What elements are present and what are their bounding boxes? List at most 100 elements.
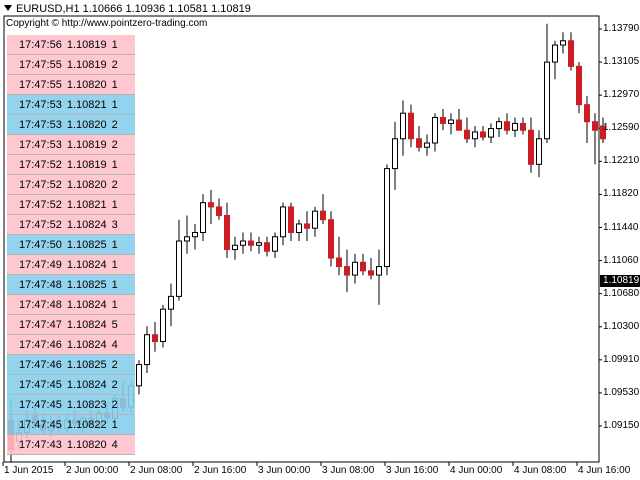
tick-tape-row: 17:47:55 1.10820 1: [7, 75, 135, 95]
bear-candle: [416, 138, 422, 148]
bear-candle: [576, 65, 582, 106]
time-tick-label: 2 Jun 16:00: [194, 465, 247, 476]
tick-vol: 2: [111, 59, 118, 71]
tick-vol: 3: [111, 219, 118, 231]
bear-candle: [592, 121, 598, 131]
bear-candle: [288, 206, 294, 233]
bull-candle: [280, 206, 286, 238]
bull-candle: [272, 236, 278, 252]
bear-candle: [464, 129, 470, 140]
price-tick-label: 1.12970: [603, 89, 640, 101]
time-tick-label: 1 Jun 2015: [4, 465, 54, 476]
tick-tape-row: 17:47:55 1.10819 2: [7, 55, 135, 75]
current-price-label: 1.10819: [600, 275, 640, 287]
tick-price: 1.10820: [66, 439, 107, 451]
tick-vol: 4: [111, 339, 118, 351]
time-tick-label: 2 Jun 08:00: [130, 465, 183, 476]
tick-vol: 2: [111, 379, 118, 391]
tick-tape-row: 17:47:49 1.10824 1: [7, 255, 135, 275]
bull-candle: [376, 266, 382, 276]
bear-candle: [368, 270, 374, 276]
tick-price: 1.10820: [66, 79, 107, 91]
tick-price: 1.10820: [66, 119, 107, 131]
tick-price: 1.10823: [66, 399, 107, 411]
tick-tape-row: 17:47:50 1.10825 1: [7, 235, 135, 255]
tick-tape-row: 17:47:46 1.10825 2: [7, 355, 135, 375]
price-tick-label: 1.13790: [603, 23, 640, 34]
chart-title: EURUSD,H1 1.10666 1.10936 1.10581 1.1081…: [16, 3, 251, 15]
tick-vol: 1: [111, 279, 118, 291]
tick-time: 17:47:47: [19, 319, 62, 331]
bull-candle: [536, 138, 542, 165]
tick-tape-row: 17:47:45 1.10823 2: [7, 395, 135, 415]
tick-time: 17:47:48: [19, 299, 62, 311]
price-tick-label: 1.09530: [603, 386, 640, 398]
bull-candle: [384, 168, 390, 268]
bear-candle: [504, 121, 510, 131]
bear-candle: [408, 112, 414, 140]
tick-time: 17:47:53: [19, 99, 62, 111]
tick-time: 17:47:48: [19, 279, 62, 291]
chart-header: EURUSD,H1 1.10666 1.10936 1.10581 1.1081…: [4, 3, 251, 15]
tick-price: 1.10821: [66, 199, 107, 211]
bull-candle: [240, 240, 246, 246]
tick-time: 17:47:43: [19, 439, 62, 451]
tick-price: 1.10824: [66, 339, 107, 351]
tick-vol: 1: [111, 199, 118, 211]
time-tick-label: 3 Jun 08:00: [322, 465, 375, 476]
tick-vol: 1: [111, 79, 118, 91]
tick-price: 1.10824: [66, 319, 107, 331]
bear-candle: [304, 223, 310, 229]
bull-candle: [168, 295, 174, 310]
bull-candle: [312, 210, 318, 229]
bear-candle: [480, 131, 486, 138]
chevron-down-icon[interactable]: [4, 5, 12, 11]
price-tick-label: 1.09150: [603, 420, 640, 431]
time-tick-label: 4 Jun 16:00: [578, 465, 631, 476]
bull-candle: [256, 242, 262, 246]
tick-price: 1.10819: [66, 39, 107, 51]
tick-time: 17:47:52: [19, 199, 62, 211]
bear-candle: [320, 210, 326, 221]
bull-candle: [296, 223, 302, 233]
bull-candle: [184, 236, 190, 242]
bull-candle: [488, 128, 494, 138]
bull-candle: [392, 138, 398, 170]
bear-candle: [224, 214, 230, 251]
tick-tape-row: 17:47:52 1.10820 2: [7, 175, 135, 195]
bear-candle: [344, 266, 350, 276]
bear-candle: [152, 334, 158, 343]
tick-time: 17:47:52: [19, 159, 62, 171]
tick-vol: 2: [111, 119, 118, 131]
tick-price: 1.10824: [66, 219, 107, 231]
time-tick-label: 4 Jun 08:00: [514, 465, 567, 476]
bull-candle: [144, 334, 150, 366]
time-tick-marks: [2, 462, 578, 466]
price-tick-label: 1.12590: [603, 122, 640, 134]
tick-vol: 1: [111, 99, 118, 111]
bull-candle: [432, 116, 438, 144]
bear-candle: [264, 242, 270, 252]
tick-time: 17:47:46: [19, 359, 62, 371]
time-tick-label: 3 Jun 16:00: [386, 465, 439, 476]
bear-candle: [328, 219, 334, 259]
price-tick-label: 1.12210: [603, 155, 640, 167]
price-tick-label: 1.13105: [603, 56, 640, 68]
bull-candle: [560, 40, 566, 46]
tick-time: 17:47:52: [19, 179, 62, 191]
tick-tape-panel: 17:47:56 1.10819 1 17:47:55 1.10819 2 17:47:55…: [7, 35, 135, 455]
bull-candle: [200, 202, 206, 233]
bull-candle: [448, 119, 454, 124]
tick-price: 1.10825: [66, 359, 107, 371]
bear-candle: [584, 104, 590, 123]
bear-candle: [248, 240, 254, 246]
tick-vol: 1: [111, 299, 118, 311]
price-tick-label: 1.11440: [603, 221, 639, 233]
price-tick-label: 1.10680: [603, 287, 640, 299]
tick-tape-row: 17:47:47 1.10824 5: [7, 315, 135, 335]
tick-vol: 2: [111, 139, 118, 151]
tick-vol: 2: [111, 399, 118, 411]
tick-price: 1.10819: [66, 159, 107, 171]
tick-time: 17:47:53: [19, 119, 62, 131]
bull-candle: [512, 122, 518, 131]
